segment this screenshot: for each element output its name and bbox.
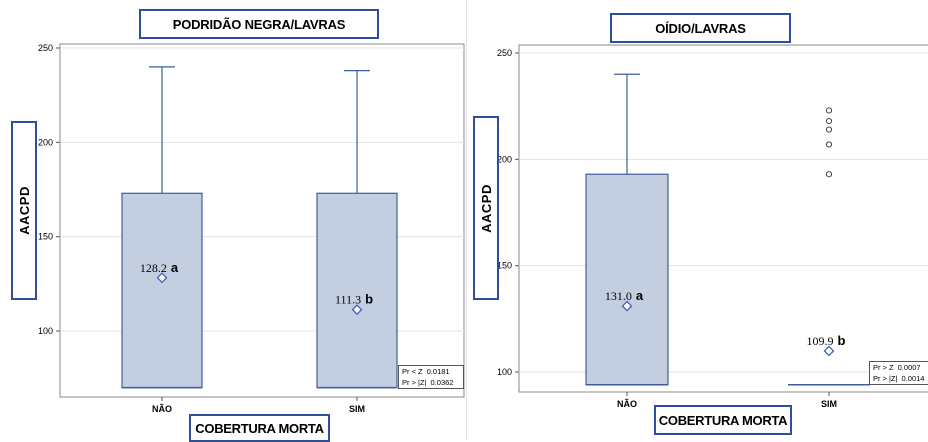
mean-value: 111.3 [335, 293, 361, 307]
x-axis-label-oidio: COBERTURA MORTA [654, 405, 792, 435]
box-iqr [585, 173, 669, 386]
y-axis-label-box-oidio: AACPD [473, 116, 499, 300]
mean-marker [351, 304, 363, 316]
stats-value: 0.0181 [426, 367, 450, 376]
outlier-point [825, 117, 833, 125]
stats-value: 0.0362 [430, 378, 454, 387]
box-iqr [121, 192, 203, 389]
y-axis-label-podridao: AACPD [16, 186, 32, 235]
group-letter: a [171, 260, 179, 275]
stats-label: Pr > |Z| [402, 378, 427, 387]
boxplot-svg-podridao: 100 150 200 250 128.2 a NÃO 111.3 b SIM [38, 43, 465, 414]
x-tick-label: SIM [821, 399, 837, 409]
mean-value: 109.9 [807, 334, 834, 348]
stats-value: 0.0007 [897, 363, 921, 372]
y-axis-label-box-podridao: AACPD [11, 121, 37, 300]
box-group-nao: 128.2 a [121, 66, 203, 389]
mean-value: 131.0 [605, 289, 632, 303]
mean-label: 109.9 b [807, 333, 846, 348]
y-axis-label-oidio: AACPD [478, 183, 494, 233]
mean-label: 111.3 b [335, 292, 373, 307]
group-letter: b [838, 333, 846, 348]
mean-label: 131.0 a [605, 288, 644, 303]
x-tick-label: NÃO [617, 399, 637, 409]
mean-label: 128.2 a [140, 260, 179, 275]
box-iqr [316, 192, 398, 389]
y-tick-label: 100 [497, 367, 512, 377]
chart-title-oidio: OÍDIO/LAVRAS [610, 13, 791, 43]
boxplot-svg-oidio: 100 150 200 250 131.0 a NÃO 109.9 b SIM [497, 44, 928, 409]
mean-marker [621, 300, 633, 312]
mean-marker [156, 272, 168, 284]
stats-value: 0.0014 [901, 374, 925, 383]
y-tick-label: 100 [38, 326, 53, 336]
outlier-point [825, 141, 833, 148]
y-tick-label: 250 [497, 48, 512, 58]
stats-box-podridao: Pr < Z 0.0181 Pr > |Z| 0.0362 [398, 365, 464, 389]
plot-area [518, 44, 928, 393]
outlier-point [825, 126, 833, 133]
box-group-sim: 109.9 b [788, 107, 870, 386]
stats-label: Pr < Z [402, 367, 423, 376]
chart-title-podridao: PODRIDÃO NEGRA/LAVRAS [139, 9, 379, 39]
y-tick-label: 200 [497, 154, 512, 164]
stats-label: Pr > |Z| [873, 374, 898, 383]
outlier-point [825, 107, 833, 114]
chart-panel-right: 100 150 200 250 131.0 a NÃO 109.9 b SIM OÍDIO/LAV… [467, 0, 928, 441]
group-letter: b [365, 292, 373, 307]
mean-marker [823, 345, 835, 357]
mean-value: 128.2 [140, 261, 167, 275]
stats-row: Pr > Z 0.0007 [873, 362, 928, 373]
group-letter: a [636, 288, 644, 303]
chart-panel-left: 100 150 200 250 128.2 a NÃO 111.3 b SIM PODRIDÃO … [11, 0, 467, 442]
x-axis-label-podridao: COBERTURA MORTA [189, 414, 330, 442]
outlier-point [825, 171, 833, 178]
stats-label: Pr > Z [873, 363, 894, 372]
box-group-sim: 111.3 b [316, 70, 398, 389]
y-tick-label: 200 [38, 137, 53, 147]
y-tick-label: 250 [38, 43, 53, 53]
stats-row: Pr > |Z| 0.0014 [873, 373, 928, 384]
y-tick-label: 150 [38, 232, 53, 242]
box-group-nao: 131.0 a [585, 73, 669, 386]
plot-area [59, 43, 465, 398]
x-tick-label: NÃO [152, 404, 172, 414]
y-tick-label: 150 [497, 261, 512, 271]
stats-row: Pr < Z 0.0181 [402, 366, 460, 377]
x-tick-label: SIM [349, 404, 365, 414]
stats-row: Pr > |Z| 0.0362 [402, 377, 460, 388]
stats-box-oidio: Pr > Z 0.0007 Pr > |Z| 0.0014 [869, 361, 928, 385]
